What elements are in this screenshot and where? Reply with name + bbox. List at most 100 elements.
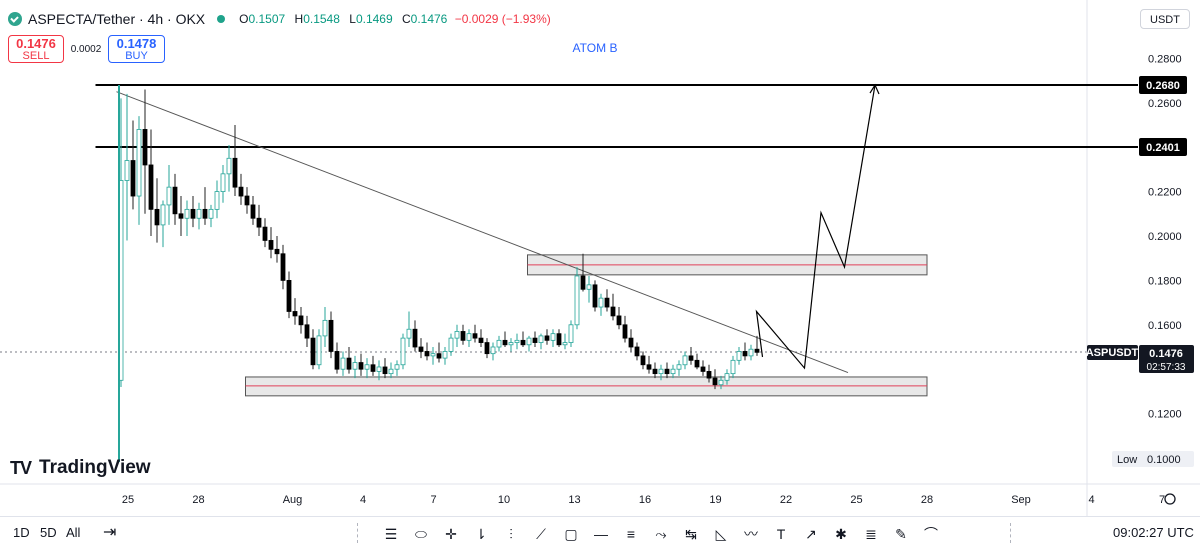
pattern-icon[interactable]: ✱: [835, 525, 847, 542]
currency-selector[interactable]: USDT: [1140, 9, 1190, 29]
projection-arrowhead: [869, 83, 880, 95]
candle: [490, 342, 496, 361]
candle-body: [244, 195, 250, 206]
candle: [430, 347, 436, 365]
candle: [544, 329, 550, 345]
candle-body: [748, 348, 754, 357]
candle: [658, 364, 664, 381]
candle-body: [460, 331, 466, 341]
candle-body: [682, 355, 688, 366]
ohlc-label: O: [239, 12, 249, 26]
zigzag-icon[interactable]: 〰: [744, 526, 758, 542]
level-price-tag: 0.2401: [1139, 137, 1187, 156]
candle: [160, 200, 166, 248]
sell-price: 0.1476: [16, 36, 56, 51]
goto-date-icon[interactable]: ⇥: [103, 524, 117, 541]
range-all-button[interactable]: All: [66, 525, 81, 540]
pin-icon[interactable]: ⇂: [475, 525, 487, 542]
candle: [370, 355, 376, 376]
buy-button[interactable]: 0.1478 BUY: [108, 35, 165, 63]
range-5d-button[interactable]: 5D: [40, 525, 57, 540]
fib-icon[interactable]: ≣: [865, 525, 877, 542]
curve-icon[interactable]: ⌒: [924, 526, 938, 542]
candle-body: [688, 355, 694, 361]
candle-body: [694, 359, 700, 368]
x-tick-label: 13: [568, 494, 580, 506]
candle: [376, 360, 382, 381]
candle: [196, 202, 202, 230]
candle-body: [280, 253, 286, 281]
rectangle-icon[interactable]: ▢: [564, 525, 578, 542]
lines-icon[interactable]: ☰: [384, 525, 398, 542]
candle: [568, 320, 574, 347]
candle: [220, 164, 226, 203]
drawing-tools: ☰ ⬭ ✛ ⇂ ⫶ ⟋ ▢ — ≡ ⤳ ↹ ◺ 〰 T ↗ ✱ ≣ ✎ ⌒: [378, 524, 948, 544]
candle-body: [496, 339, 502, 348]
candle: [256, 204, 262, 236]
candle-body: [586, 284, 592, 290]
candle: [130, 120, 136, 210]
candle-body: [358, 362, 364, 370]
brush-icon[interactable]: ✎: [895, 525, 907, 542]
projection-icon[interactable]: ↹: [685, 525, 697, 542]
candle: [616, 307, 622, 330]
sell-button[interactable]: 0.1476 SELL: [8, 35, 64, 63]
buy-label: BUY: [125, 50, 148, 62]
level-tag-text: 0.2401: [1146, 142, 1180, 154]
x-tick-label: Sep: [1011, 494, 1031, 506]
candle: [202, 187, 208, 225]
candle-body: [328, 319, 334, 352]
symbol-title[interactable]: ASPECTA/Tether · 4h · OKX: [28, 11, 206, 27]
candle: [406, 311, 412, 347]
channel-icon[interactable]: ≡: [626, 526, 636, 542]
candle-body: [508, 342, 514, 346]
candle-body: [262, 226, 268, 241]
low-tag-bg: [1112, 451, 1194, 467]
price-chart[interactable]: 0.2800 0.2600 0.2200 0.2000 0.1800 0.1600 0.12…: [0, 0, 1200, 516]
x-tick-label: 4: [360, 494, 366, 506]
candle-body: [334, 351, 340, 370]
candle-body: [220, 173, 226, 192]
text-icon[interactable]: T: [776, 526, 786, 542]
candle-body: [442, 351, 448, 359]
range-1d-button[interactable]: 1D: [13, 525, 30, 540]
level-tag-text: 0.2680: [1146, 80, 1180, 92]
candle: [262, 218, 268, 248]
candle-body: [736, 351, 742, 361]
hline-icon[interactable]: —: [594, 526, 608, 542]
crosshair-icon[interactable]: ✛: [445, 525, 457, 542]
low-tag-label: Low: [1117, 454, 1137, 466]
candle: [214, 180, 220, 219]
x-tick-label: Aug: [283, 494, 303, 506]
candle-body: [718, 379, 724, 386]
candle: [340, 351, 346, 376]
candle-body: [712, 377, 718, 386]
candle: [454, 324, 460, 347]
path-icon[interactable]: ⤳: [655, 525, 667, 542]
candle-body: [238, 186, 244, 197]
triangle-icon[interactable]: ◺: [715, 525, 727, 542]
candle: [730, 355, 736, 379]
candle: [382, 358, 388, 379]
candle: [346, 347, 352, 374]
candle-body: [388, 368, 394, 375]
long-arrow-icon[interactable]: ↗: [805, 525, 817, 542]
candle: [412, 320, 418, 352]
candle: [550, 329, 556, 347]
level-tag-bg: [1139, 76, 1187, 95]
candle: [682, 351, 688, 370]
candle: [184, 200, 190, 236]
ellipse-icon[interactable]: ⬭: [415, 525, 427, 542]
candle-body: [298, 315, 304, 326]
candle-body: [136, 129, 142, 197]
candle: [124, 93, 130, 241]
candle-body: [400, 337, 406, 366]
bars-icon[interactable]: ⫶: [509, 525, 513, 542]
utc-clock[interactable]: 09:02:27 UTC: [1113, 525, 1194, 540]
trendline-icon[interactable]: ⟋: [536, 525, 546, 542]
candle: [358, 353, 364, 376]
axis-settings-icon: [1164, 493, 1176, 505]
candle-body: [430, 353, 436, 357]
candle-body: [382, 366, 388, 375]
candle-body: [454, 331, 460, 339]
